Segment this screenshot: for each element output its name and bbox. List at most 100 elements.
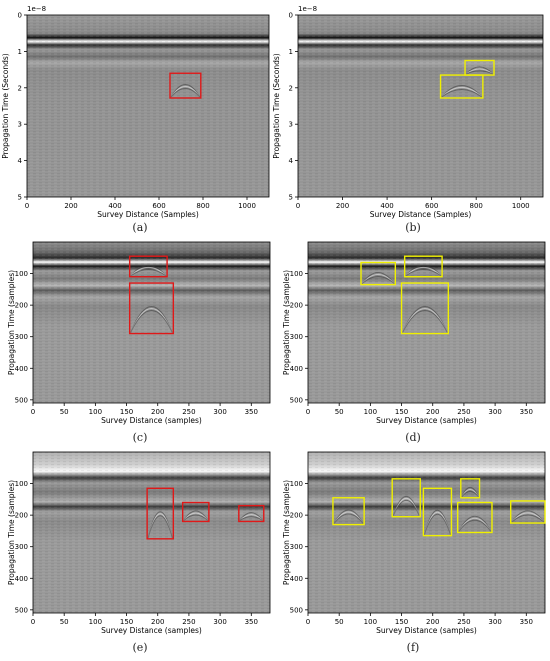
caption-a: (a) [132,221,148,234]
y-tick-label: 400 [290,365,303,373]
panel-d: 0 50 100 150 200 250 300 350 100 200 300 400 500 Surv… [282,241,546,425]
reflection-hyperbola [441,88,483,98]
y-tick-label: 100 [290,480,303,488]
detection-box [128,282,175,335]
x-axis-label: Survey Distance (samples) [101,626,202,635]
offset-text: 1e−8 [298,5,317,13]
y-axis-label: Propagation Time (samples) [282,480,291,585]
x-tick-label: 0 [296,202,300,210]
y-tick-label: 500 [290,606,303,614]
detection-box [332,497,365,526]
panel-c: 0 50 100 150 200 250 300 350 100 200 300 400 500 Surv… [7,241,271,425]
y-tick-label: 200 [15,302,28,310]
reflection-hyperbola [239,516,264,521]
detection-box [439,74,484,99]
y-tick-label: 4 [289,157,294,165]
x-tick-label: 200 [151,618,164,626]
reflection-hyperbola [333,513,364,524]
panel-e: 0 50 100 150 200 250 300 350 100 200 300 400 500 Surv… [7,451,271,635]
x-tick-label: 50 [60,618,69,626]
y-tick-label: 300 [15,333,28,341]
y-tick-label: 300 [15,543,28,551]
y-tick-label: 5 [289,194,293,202]
detection-box [391,478,421,518]
panel-a: 0 200 400 600 800 1000 0 1 2 3 4 5 Survey Distance (… [1,5,270,219]
y-tick-label: 5 [18,194,22,202]
y-tick-label: 300 [290,333,303,341]
radargram-texture [298,15,543,197]
y-tick-label: 100 [15,480,28,488]
axes-frame [307,451,546,614]
x-tick-label: 1000 [238,202,256,210]
reflection-hyperbola [147,515,173,538]
caption-d: (d) [405,431,421,444]
x-axis-label: Survey Distance (Samples) [97,210,199,219]
y-tick-label: 0 [289,12,293,20]
y-tick-label: 400 [290,575,303,583]
axes-frame [307,241,546,404]
y-axis-label: Propagation Time (samples) [282,270,291,375]
x-tick-label: 50 [60,408,69,416]
reflection-hyperbola [465,68,494,75]
radargram-texture [308,242,545,403]
detection-box [464,59,495,76]
reflection-hyperbola [130,310,173,333]
x-tick-label: 600 [425,202,438,210]
x-tick-label: 200 [64,202,77,210]
axes-frame [32,451,271,614]
x-tick-label: 250 [182,618,195,626]
x-tick-label: 200 [336,202,349,210]
x-tick-label: 100 [364,618,377,626]
x-tick-label: 0 [31,408,35,416]
y-tick-label: 2 [289,84,293,92]
detection-box [422,487,453,537]
axes-frame [26,14,270,198]
y-tick-label: 300 [290,543,303,551]
x-tick-label: 350 [520,408,533,416]
x-tick-label: 0 [25,202,29,210]
detection-box [169,72,202,99]
caption-e: (e) [132,641,148,654]
y-tick-label: 200 [15,512,28,520]
x-tick-label: 150 [395,408,408,416]
y-axis-label: Propagation Time (samples) [7,480,16,585]
y-tick-label: 100 [290,270,303,278]
y-tick-label: 0 [18,12,22,20]
detection-box [360,261,397,286]
x-axis-label: Survey Distance (samples) [376,626,477,635]
y-tick-label: 1 [289,48,293,56]
x-axis-label: Survey Distance (samples) [101,416,202,425]
y-axis-label: Propagation Time (Seconds) [272,53,281,159]
x-tick-label: 150 [120,408,133,416]
reflection-hyperbola [402,310,448,333]
x-tick-label: 250 [457,618,470,626]
x-tick-label: 250 [182,408,195,416]
x-tick-label: 200 [426,618,439,626]
x-axis-label: Survey Distance (samples) [376,416,477,425]
y-tick-label: 500 [290,396,303,404]
panel-f: 0 50 100 150 200 250 300 350 100 200 300 400 500 Surv… [282,451,546,635]
y-tick-label: 200 [290,302,303,310]
x-tick-label: 100 [89,618,102,626]
x-tick-label: 200 [426,408,439,416]
x-tick-label: 150 [120,618,133,626]
axes-frame [297,14,544,198]
axes-frame [32,241,271,404]
offset-text: 1e−8 [27,5,46,13]
y-tick-label: 200 [290,512,303,520]
detection-box [146,487,175,540]
x-tick-label: 250 [457,408,470,416]
x-tick-label: 300 [213,618,226,626]
y-tick-label: 500 [15,606,28,614]
detection-box [181,501,210,523]
y-tick-label: 100 [15,270,28,278]
radargram-texture [33,452,270,613]
reflection-hyperbola [361,276,395,284]
x-tick-label: 350 [245,408,258,416]
reflection-hyperbola [458,519,492,532]
x-tick-label: 600 [152,202,165,210]
x-tick-label: 800 [196,202,209,210]
radargram-texture [27,15,269,197]
detection-box [456,501,493,534]
